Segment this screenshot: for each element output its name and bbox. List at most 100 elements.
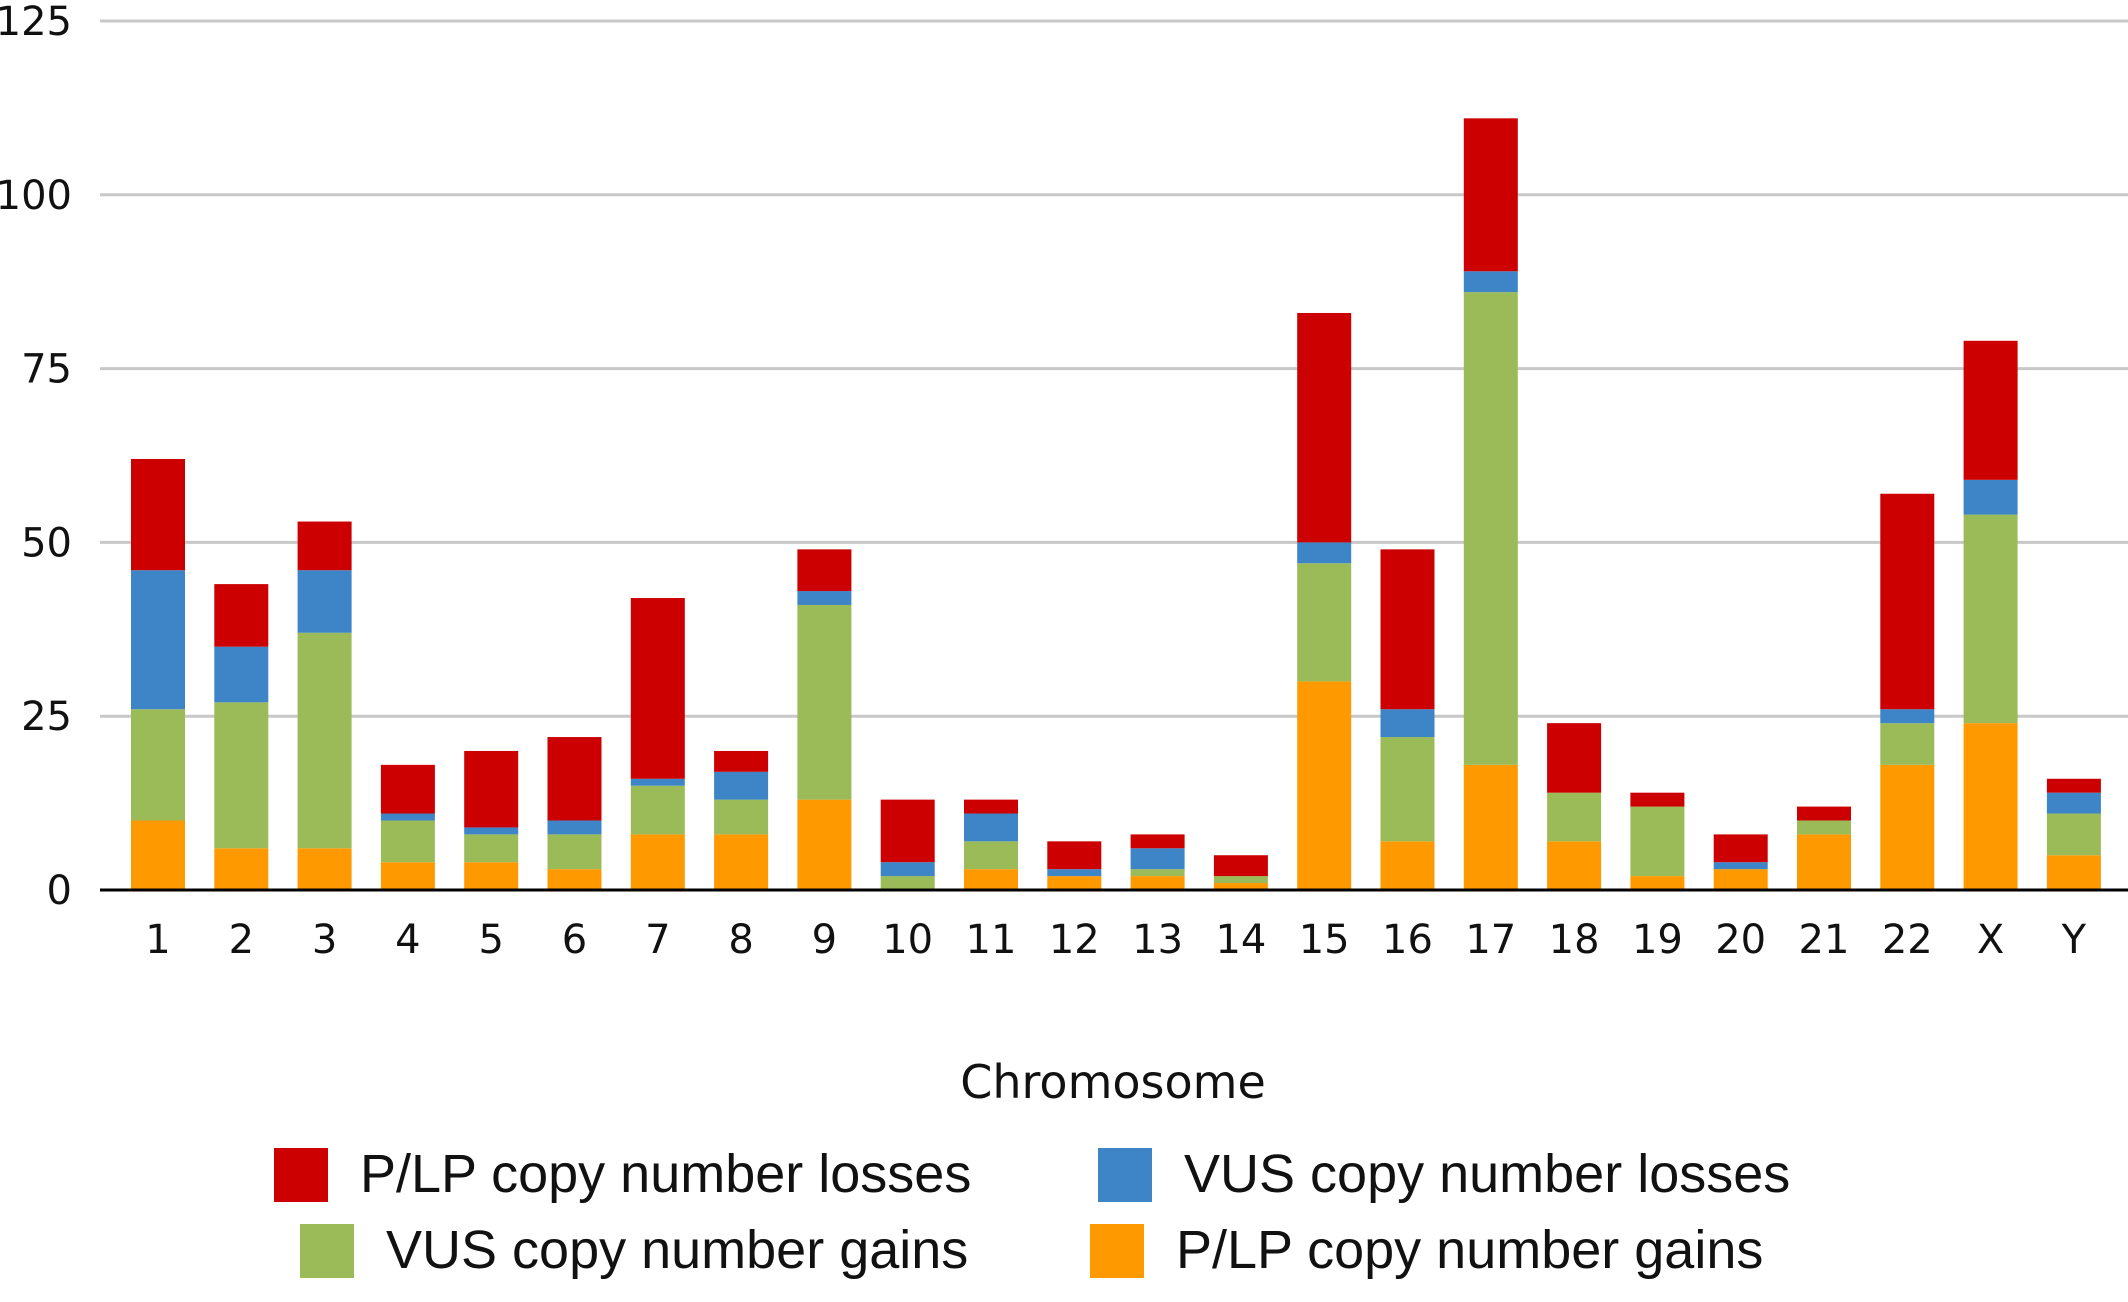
x-tick-label: 18 bbox=[1549, 917, 1600, 963]
bar-segment bbox=[714, 799, 769, 835]
bar-segment bbox=[1213, 855, 1268, 877]
bar-segment bbox=[1047, 841, 1102, 870]
bar-segment bbox=[1547, 841, 1602, 890]
legend-label: P/LP copy number losses bbox=[360, 1144, 971, 1204]
x-tick-label: 4 bbox=[395, 917, 420, 963]
bar-segment bbox=[131, 570, 185, 710]
bar-segment bbox=[2046, 778, 2101, 793]
bar-segment bbox=[1713, 834, 1768, 863]
bar-segment bbox=[880, 799, 935, 863]
bar-segment bbox=[1713, 869, 1768, 890]
y-tick-label: 50 bbox=[21, 520, 72, 566]
x-axis-title: Chromosome bbox=[960, 1055, 1266, 1109]
bar-segment bbox=[1880, 723, 1935, 765]
y-tick-label: 100 bbox=[0, 173, 72, 219]
bar-segment bbox=[464, 750, 519, 828]
x-tick-labels: 1 2 3 4 5 6 7 8 9 10 11 12 13 14 15 16 17 18 19 20 21 22 X Y bbox=[145, 917, 2086, 963]
bar-segment bbox=[1297, 681, 1352, 890]
bar-segment bbox=[464, 827, 519, 835]
bar-segment bbox=[630, 785, 685, 835]
bar-segment bbox=[131, 458, 185, 571]
legend: P/LP copy number losses VUS copy number l… bbox=[274, 1144, 1790, 1280]
bar-segment bbox=[1797, 820, 1851, 835]
y-tick-labels: 0 25 50 75 100 125 bbox=[0, 0, 72, 914]
x-tick-label: 15 bbox=[1299, 917, 1350, 963]
x-tick-label: 21 bbox=[1799, 917, 1850, 963]
bar-segment bbox=[464, 834, 519, 863]
bar-segment bbox=[1130, 848, 1185, 870]
x-tick-label: 1 bbox=[145, 917, 170, 963]
bar-segment bbox=[1630, 792, 1685, 807]
x-tick-label: 16 bbox=[1382, 917, 1433, 963]
legend-label: VUS copy number losses bbox=[1184, 1144, 1790, 1204]
bar-segment bbox=[1630, 806, 1685, 877]
y-tick-label: 0 bbox=[47, 868, 72, 914]
bar-segment bbox=[1713, 862, 1768, 870]
bar-segment bbox=[1463, 118, 1518, 272]
x-tick-label: Y bbox=[2061, 917, 2087, 963]
bar-segment bbox=[1547, 792, 1602, 842]
bar-segment bbox=[1463, 292, 1518, 765]
x-tick-label: 11 bbox=[966, 917, 1017, 963]
bar-segment bbox=[131, 820, 185, 890]
legend-label: P/LP copy number gains bbox=[1176, 1220, 1763, 1280]
bar-segment bbox=[214, 584, 269, 647]
bar-segment bbox=[1297, 312, 1352, 543]
bar-segment bbox=[1880, 709, 1935, 724]
x-tick-label: 12 bbox=[1049, 917, 1100, 963]
legend-label: VUS copy number gains bbox=[386, 1220, 968, 1280]
bar-segment bbox=[1963, 479, 2018, 515]
bar-segment bbox=[880, 876, 935, 890]
bar-segment bbox=[1297, 563, 1352, 682]
bar-segment bbox=[1797, 806, 1851, 821]
bar-segment bbox=[1047, 876, 1102, 890]
bar-segment bbox=[1963, 514, 2018, 724]
x-tick-label: 19 bbox=[1632, 917, 1683, 963]
bar-segment bbox=[1130, 876, 1185, 890]
bar-segment bbox=[380, 862, 435, 890]
legend-item: P/LP copy number gains bbox=[1090, 1220, 1763, 1280]
bar-segment bbox=[1380, 709, 1435, 738]
bar-segment bbox=[630, 778, 685, 786]
bar-segment bbox=[1380, 549, 1435, 710]
bar-segment bbox=[131, 709, 185, 821]
bar-segment bbox=[1213, 883, 1268, 890]
legend-swatch bbox=[1098, 1148, 1152, 1202]
bar-segment bbox=[1880, 493, 1935, 710]
legend-item: P/LP copy number losses bbox=[274, 1144, 971, 1204]
bar-segment bbox=[297, 570, 352, 633]
bar-segment bbox=[964, 813, 1018, 842]
bar-segment bbox=[2046, 813, 2101, 856]
x-tick-label: 7 bbox=[645, 917, 670, 963]
x-tick-label: 13 bbox=[1132, 917, 1183, 963]
bars bbox=[131, 118, 2101, 890]
bar-segment bbox=[1463, 271, 1518, 293]
gridlines bbox=[100, 19, 2128, 718]
bar-segment bbox=[1297, 542, 1352, 564]
bar-segment bbox=[547, 834, 602, 870]
bar-segment bbox=[1463, 764, 1518, 890]
bar-segment bbox=[714, 750, 769, 772]
bar-segment bbox=[630, 598, 685, 779]
bar-segment bbox=[380, 820, 435, 863]
legend-item: VUS copy number gains bbox=[300, 1220, 968, 1280]
bar-segment bbox=[1630, 876, 1685, 890]
bar-segment bbox=[2046, 855, 2101, 890]
legend-item: VUS copy number losses bbox=[1098, 1144, 1790, 1204]
bar-segment bbox=[214, 702, 269, 849]
bar-segment bbox=[1880, 764, 1935, 890]
bar-segment bbox=[630, 834, 685, 890]
bar-segment bbox=[714, 834, 769, 890]
bar-segment bbox=[964, 841, 1018, 870]
bar-segment bbox=[1130, 834, 1185, 849]
bar-segment bbox=[1213, 876, 1268, 884]
bar-segment bbox=[297, 848, 352, 890]
x-tick-label: 5 bbox=[478, 917, 503, 963]
bar-segment bbox=[1547, 723, 1602, 793]
bar-segment bbox=[797, 604, 852, 800]
bar-segment bbox=[464, 862, 519, 890]
bar-segment bbox=[797, 591, 852, 605]
bar-segment bbox=[964, 799, 1018, 814]
bar-segment bbox=[1963, 723, 2018, 890]
bar-segment bbox=[297, 632, 352, 849]
